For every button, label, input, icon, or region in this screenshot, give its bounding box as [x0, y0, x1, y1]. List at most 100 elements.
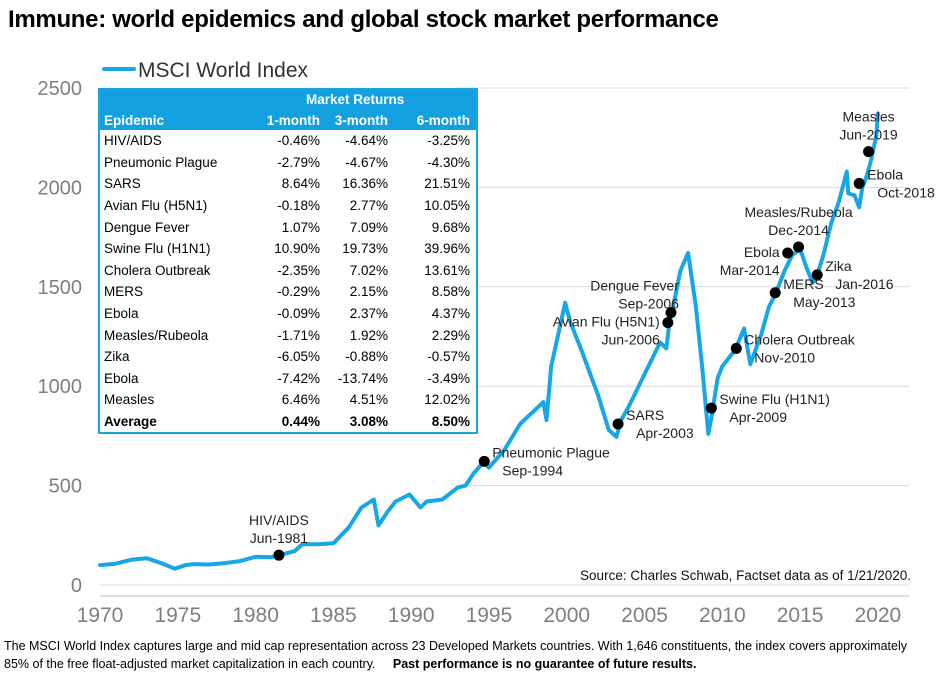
table-row: HIV/AIDS -0.46% -4.64% -3.25% — [100, 130, 476, 152]
return-1-month: -1.71% — [277, 327, 320, 343]
table-row: Avian Flu (H5N1) -0.18% 2.77% 10.05% — [100, 195, 476, 217]
y-tick-label: 1500 — [38, 277, 83, 299]
event-marker — [662, 317, 674, 329]
x-tick-label: 1995 — [466, 604, 513, 627]
event-label: SARS — [626, 407, 664, 423]
return-6-month: 10.05% — [424, 198, 470, 214]
msci-world-series-line — [98, 111, 880, 571]
average-1-month: 0.44% — [281, 414, 320, 430]
return-6-month: 21.51% — [424, 176, 470, 192]
column-header-1-month: 1-month — [266, 112, 320, 128]
column-header-epidemic: Epidemic — [104, 112, 165, 128]
chart-canvas: 0 500 1000 1500 2000 2500 1970 1975 1980 1985 1990… — [38, 59, 936, 627]
event-label: Measles/Rubeola — [744, 204, 852, 220]
epidemic-name: Cholera Outbreak — [104, 262, 211, 278]
return-6-month: 13.61% — [424, 262, 470, 278]
event-marker — [478, 455, 490, 467]
return-1-month: -7.42% — [277, 370, 320, 386]
column-header-6-month: 6-month — [416, 112, 470, 128]
event-marker — [769, 287, 781, 299]
return-1-month: -0.46% — [277, 133, 320, 149]
epidemic-name: SARS — [104, 176, 141, 192]
event-date: Oct-2018 — [877, 184, 935, 200]
x-tick-label: 2000 — [543, 604, 590, 627]
table-group-header-label: Market Returns — [306, 92, 405, 107]
return-6-month: 4.37% — [431, 306, 470, 322]
table-row: SARS 8.64% 16.36% 21.51% — [100, 173, 476, 195]
event-marker — [782, 247, 794, 259]
return-1-month: 10.90% — [274, 241, 320, 257]
return-3-month: 1.92% — [349, 327, 388, 343]
return-6-month: -3.25% — [427, 133, 470, 149]
return-3-month: 19.73% — [342, 241, 388, 257]
event-date: May-2013 — [793, 294, 855, 310]
table-row: Cholera Outbreak -2.35% 7.02% 13.61% — [100, 260, 476, 282]
return-3-month: 4.51% — [349, 392, 388, 408]
return-3-month: 2.37% — [349, 306, 388, 322]
y-tick-label: 500 — [49, 476, 82, 498]
return-6-month: 8.58% — [431, 284, 470, 300]
x-tick-label: 1990 — [388, 604, 435, 627]
return-1-month: 6.46% — [281, 392, 320, 408]
return-1-month: 1.07% — [281, 219, 320, 235]
epidemic-name: HIV/AIDS — [104, 133, 162, 149]
table-row: Swine Flu (H1N1) 10.90% 19.73% 39.96% — [100, 238, 476, 260]
event-marker — [705, 402, 717, 414]
event-date: Jun-2006 — [601, 332, 660, 348]
x-tick-label: 1975 — [154, 604, 201, 627]
return-1-month: -0.09% — [277, 306, 320, 322]
legend-label: MSCI World Index — [138, 59, 308, 82]
table-row: Measles/Rubeola -1.71% 1.92% 2.29% — [100, 324, 476, 346]
table-row: Zika -6.05% -0.88% -0.57% — [100, 346, 476, 368]
x-tick-label: 2020 — [855, 604, 902, 627]
event-label: Zika — [825, 258, 852, 274]
table-row: Ebola -7.42% -13.74% -3.49% — [100, 368, 476, 390]
table-row: MERS -0.29% 2.15% 8.58% — [100, 281, 476, 303]
returns-table: Market Returns Epidemic 1-month 3-month … — [98, 88, 478, 435]
y-tick-label: 2000 — [38, 177, 83, 199]
return-3-month: 7.02% — [349, 262, 388, 278]
event-marker — [863, 146, 875, 158]
return-3-month: -13.74% — [337, 370, 388, 386]
y-tick-label: 2500 — [38, 78, 83, 100]
return-1-month: -6.05% — [277, 349, 320, 365]
event-date: Sep-1994 — [502, 462, 563, 478]
footer-description: The MSCI World Index captures large and … — [4, 639, 907, 671]
event-label: Measles — [842, 109, 894, 125]
event-label: Ebola — [744, 244, 780, 260]
footer-disclaimer: Past performance is no guarantee of futu… — [392, 657, 697, 671]
return-3-month: -4.67% — [345, 154, 388, 170]
return-6-month: -0.57% — [427, 349, 470, 365]
event-date: Nov-2010 — [754, 349, 815, 365]
epidemic-name: Measles/Rubeola — [104, 327, 209, 343]
event-date: Apr-2009 — [729, 409, 787, 425]
event-label: Pneumonic Plague — [492, 444, 610, 460]
epidemic-name: Pneumonic Plague — [104, 154, 218, 170]
return-1-month: -2.79% — [277, 154, 320, 170]
event-marker — [273, 549, 285, 561]
epidemic-name: Zika — [104, 349, 130, 365]
epidemic-name: MERS — [104, 284, 144, 300]
return-3-month: 2.15% — [349, 284, 388, 300]
column-header-3-month: 3-month — [334, 112, 388, 128]
return-3-month: -0.88% — [345, 349, 388, 365]
event-marker — [612, 418, 624, 430]
footer-note: The MSCI World Index captures large and … — [4, 637, 934, 673]
event-label: Cholera Outbreak — [744, 331, 856, 347]
epidemic-name: Measles — [104, 392, 155, 408]
event-date: Jun-2019 — [839, 127, 898, 143]
event-date: Jun-1981 — [250, 530, 309, 546]
table-body: HIV/AIDS -0.46% -4.64% -3.25% Pneumonic Plag… — [100, 130, 476, 411]
return-6-month: 39.96% — [424, 241, 470, 257]
epidemic-name: Ebola — [104, 306, 139, 322]
event-marker — [793, 241, 805, 253]
x-tick-label: 1980 — [232, 604, 279, 627]
source-note: Source: Charles Schwab, Factset data as … — [580, 568, 911, 583]
event-marker — [730, 342, 742, 354]
return-6-month: 9.68% — [431, 219, 470, 235]
x-tick-label: 2015 — [777, 604, 824, 627]
table-column-headers: Epidemic 1-month 3-month 6-month — [100, 110, 476, 130]
return-6-month: -4.30% — [427, 154, 470, 170]
return-3-month: 2.77% — [349, 198, 388, 214]
return-1-month: -0.29% — [277, 284, 320, 300]
